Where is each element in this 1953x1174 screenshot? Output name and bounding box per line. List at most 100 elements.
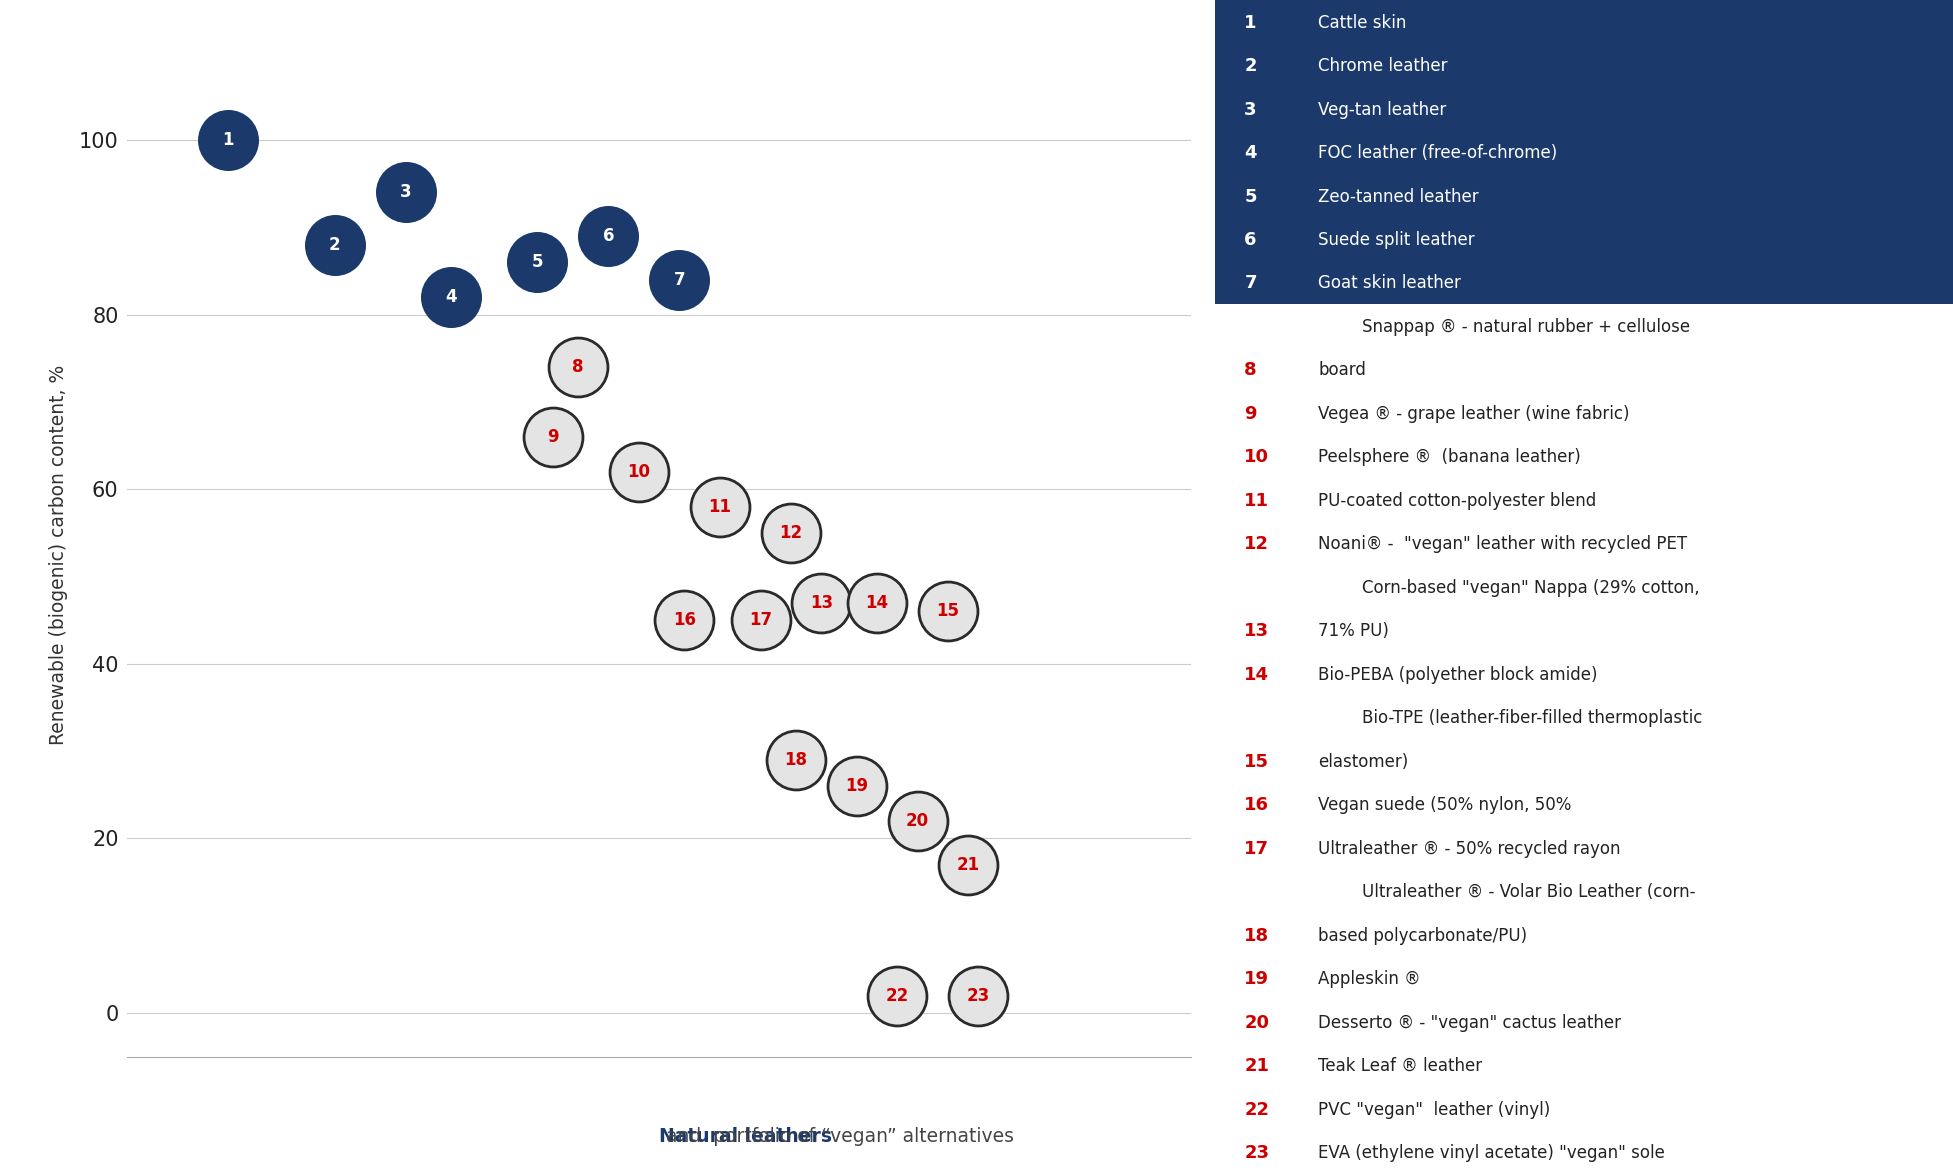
Text: 8: 8: [572, 358, 584, 376]
Text: 13: 13: [1244, 622, 1269, 640]
Point: [436, 288, 467, 306]
Text: PU-coated cotton-polyester blend: PU-coated cotton-polyester blend: [1318, 492, 1596, 510]
Point: [537, 427, 568, 446]
Text: 1: 1: [1244, 14, 1258, 32]
Text: Natural leathers: Natural leathers: [658, 1127, 832, 1146]
Text: 3: 3: [400, 183, 412, 202]
Point: [668, 610, 699, 629]
Text: 3: 3: [1244, 101, 1258, 119]
Point: [842, 777, 873, 796]
Text: 16: 16: [1244, 796, 1269, 815]
Text: Bio-TPE (leather-fiber-filled thermoplastic: Bio-TPE (leather-fiber-filled thermoplas…: [1363, 709, 1703, 728]
Point: [932, 602, 963, 621]
Point: [775, 524, 807, 542]
Text: Ultraleather ® - Volar Bio Leather (corn-: Ultraleather ® - Volar Bio Leather (corn…: [1363, 883, 1695, 902]
Text: 5: 5: [1244, 188, 1258, 205]
Text: Corn-based "vegan" Nappa (29% cotton,: Corn-based "vegan" Nappa (29% cotton,: [1363, 579, 1699, 596]
Text: 17: 17: [748, 612, 771, 629]
Text: 16: 16: [674, 612, 695, 629]
Text: Veg-tan leather: Veg-tan leather: [1318, 101, 1447, 119]
Text: 6: 6: [603, 227, 613, 245]
Text: 9: 9: [547, 427, 559, 446]
Point: [902, 811, 934, 830]
Text: 71% PU): 71% PU): [1318, 622, 1389, 640]
Text: Bio-PEBA (polyether block amide): Bio-PEBA (polyether block amide): [1318, 666, 1598, 683]
Text: 13: 13: [810, 594, 832, 612]
Text: 7: 7: [674, 271, 686, 289]
Text: 9: 9: [1244, 405, 1258, 423]
Text: Vegea ® - grape leather (wine fabric): Vegea ® - grape leather (wine fabric): [1318, 405, 1629, 423]
Point: [562, 358, 594, 377]
Text: 20: 20: [1244, 1013, 1269, 1032]
Text: 18: 18: [1244, 926, 1269, 945]
Text: 4: 4: [445, 289, 457, 306]
Text: Noani® -  "vegan" leather with recycled PET: Noani® - "vegan" leather with recycled P…: [1318, 535, 1687, 553]
Y-axis label: Renewable (biogenic) carbon content, %: Renewable (biogenic) carbon content, %: [49, 365, 68, 744]
Text: Goat skin leather: Goat skin leather: [1318, 275, 1461, 292]
Text: 17: 17: [1244, 839, 1269, 858]
Text: 14: 14: [1244, 666, 1269, 683]
Text: PVC "vegan"  leather (vinyl): PVC "vegan" leather (vinyl): [1318, 1101, 1551, 1119]
Text: Zeo-tanned leather: Zeo-tanned leather: [1318, 188, 1478, 205]
Point: [744, 610, 775, 629]
FancyBboxPatch shape: [1215, 0, 1953, 304]
Point: [953, 855, 984, 873]
Point: [781, 750, 812, 769]
Text: 23: 23: [967, 986, 990, 1005]
Text: Cattle skin: Cattle skin: [1318, 14, 1406, 32]
Text: EVA (ethylene vinyl acetate) "vegan" sole: EVA (ethylene vinyl acetate) "vegan" sol…: [1318, 1145, 1666, 1162]
Text: FOC leather (free-of-chrome): FOC leather (free-of-chrome): [1318, 144, 1557, 162]
Text: 5: 5: [531, 254, 543, 271]
Text: 15: 15: [1244, 753, 1269, 771]
Text: 11: 11: [1244, 492, 1269, 510]
Text: and  portfolio of “vegan” alternatives: and portfolio of “vegan” alternatives: [660, 1127, 1014, 1146]
Point: [521, 252, 553, 271]
Text: 2: 2: [328, 236, 340, 254]
Text: 18: 18: [785, 751, 807, 769]
Point: [664, 270, 695, 289]
Text: 14: 14: [865, 594, 889, 612]
Text: 7: 7: [1244, 275, 1258, 292]
Text: 10: 10: [627, 463, 650, 481]
Text: based polycarbonate/PU): based polycarbonate/PU): [1318, 926, 1527, 945]
Text: 19: 19: [846, 777, 869, 795]
Point: [881, 986, 912, 1005]
Text: 10: 10: [1244, 448, 1269, 466]
Text: Chrome leather: Chrome leather: [1318, 58, 1447, 75]
Point: [705, 498, 736, 517]
Point: [391, 183, 422, 202]
Point: [963, 986, 994, 1005]
Text: 4: 4: [1244, 144, 1258, 162]
Text: Desserto ® - "vegan" cactus leather: Desserto ® - "vegan" cactus leather: [1318, 1013, 1621, 1032]
Text: 19: 19: [1244, 970, 1269, 989]
Text: 23: 23: [1244, 1145, 1269, 1162]
Text: Ultraleather ® - 50% recycled rayon: Ultraleather ® - 50% recycled rayon: [1318, 839, 1621, 858]
Text: Appleskin ®: Appleskin ®: [1318, 970, 1420, 989]
Point: [861, 593, 893, 612]
Text: 12: 12: [1244, 535, 1269, 553]
Text: Snappap ® - natural rubber + cellulose: Snappap ® - natural rubber + cellulose: [1363, 318, 1691, 336]
Point: [807, 593, 838, 612]
Text: Peelsphere ®  (banana leather): Peelsphere ® (banana leather): [1318, 448, 1580, 466]
Point: [623, 463, 654, 481]
Text: 21: 21: [957, 856, 980, 873]
Point: [318, 236, 350, 255]
Text: 2: 2: [1244, 58, 1258, 75]
Text: 11: 11: [709, 498, 732, 515]
Text: 22: 22: [887, 986, 908, 1005]
Text: 6: 6: [1244, 231, 1258, 249]
Text: 15: 15: [937, 602, 959, 620]
Text: 21: 21: [1244, 1057, 1269, 1075]
Point: [594, 227, 625, 245]
Text: 8: 8: [1244, 362, 1258, 379]
Text: board: board: [1318, 362, 1365, 379]
Text: elastomer): elastomer): [1318, 753, 1408, 771]
Text: 22: 22: [1244, 1101, 1269, 1119]
Text: 12: 12: [779, 524, 803, 542]
Text: Vegan suede (50% nylon, 50%: Vegan suede (50% nylon, 50%: [1318, 796, 1572, 815]
Text: Teak Leaf ® leather: Teak Leaf ® leather: [1318, 1057, 1482, 1075]
Text: 1: 1: [223, 131, 234, 149]
Text: Suede split leather: Suede split leather: [1318, 231, 1475, 249]
Text: 20: 20: [906, 812, 930, 830]
Point: [213, 130, 244, 149]
